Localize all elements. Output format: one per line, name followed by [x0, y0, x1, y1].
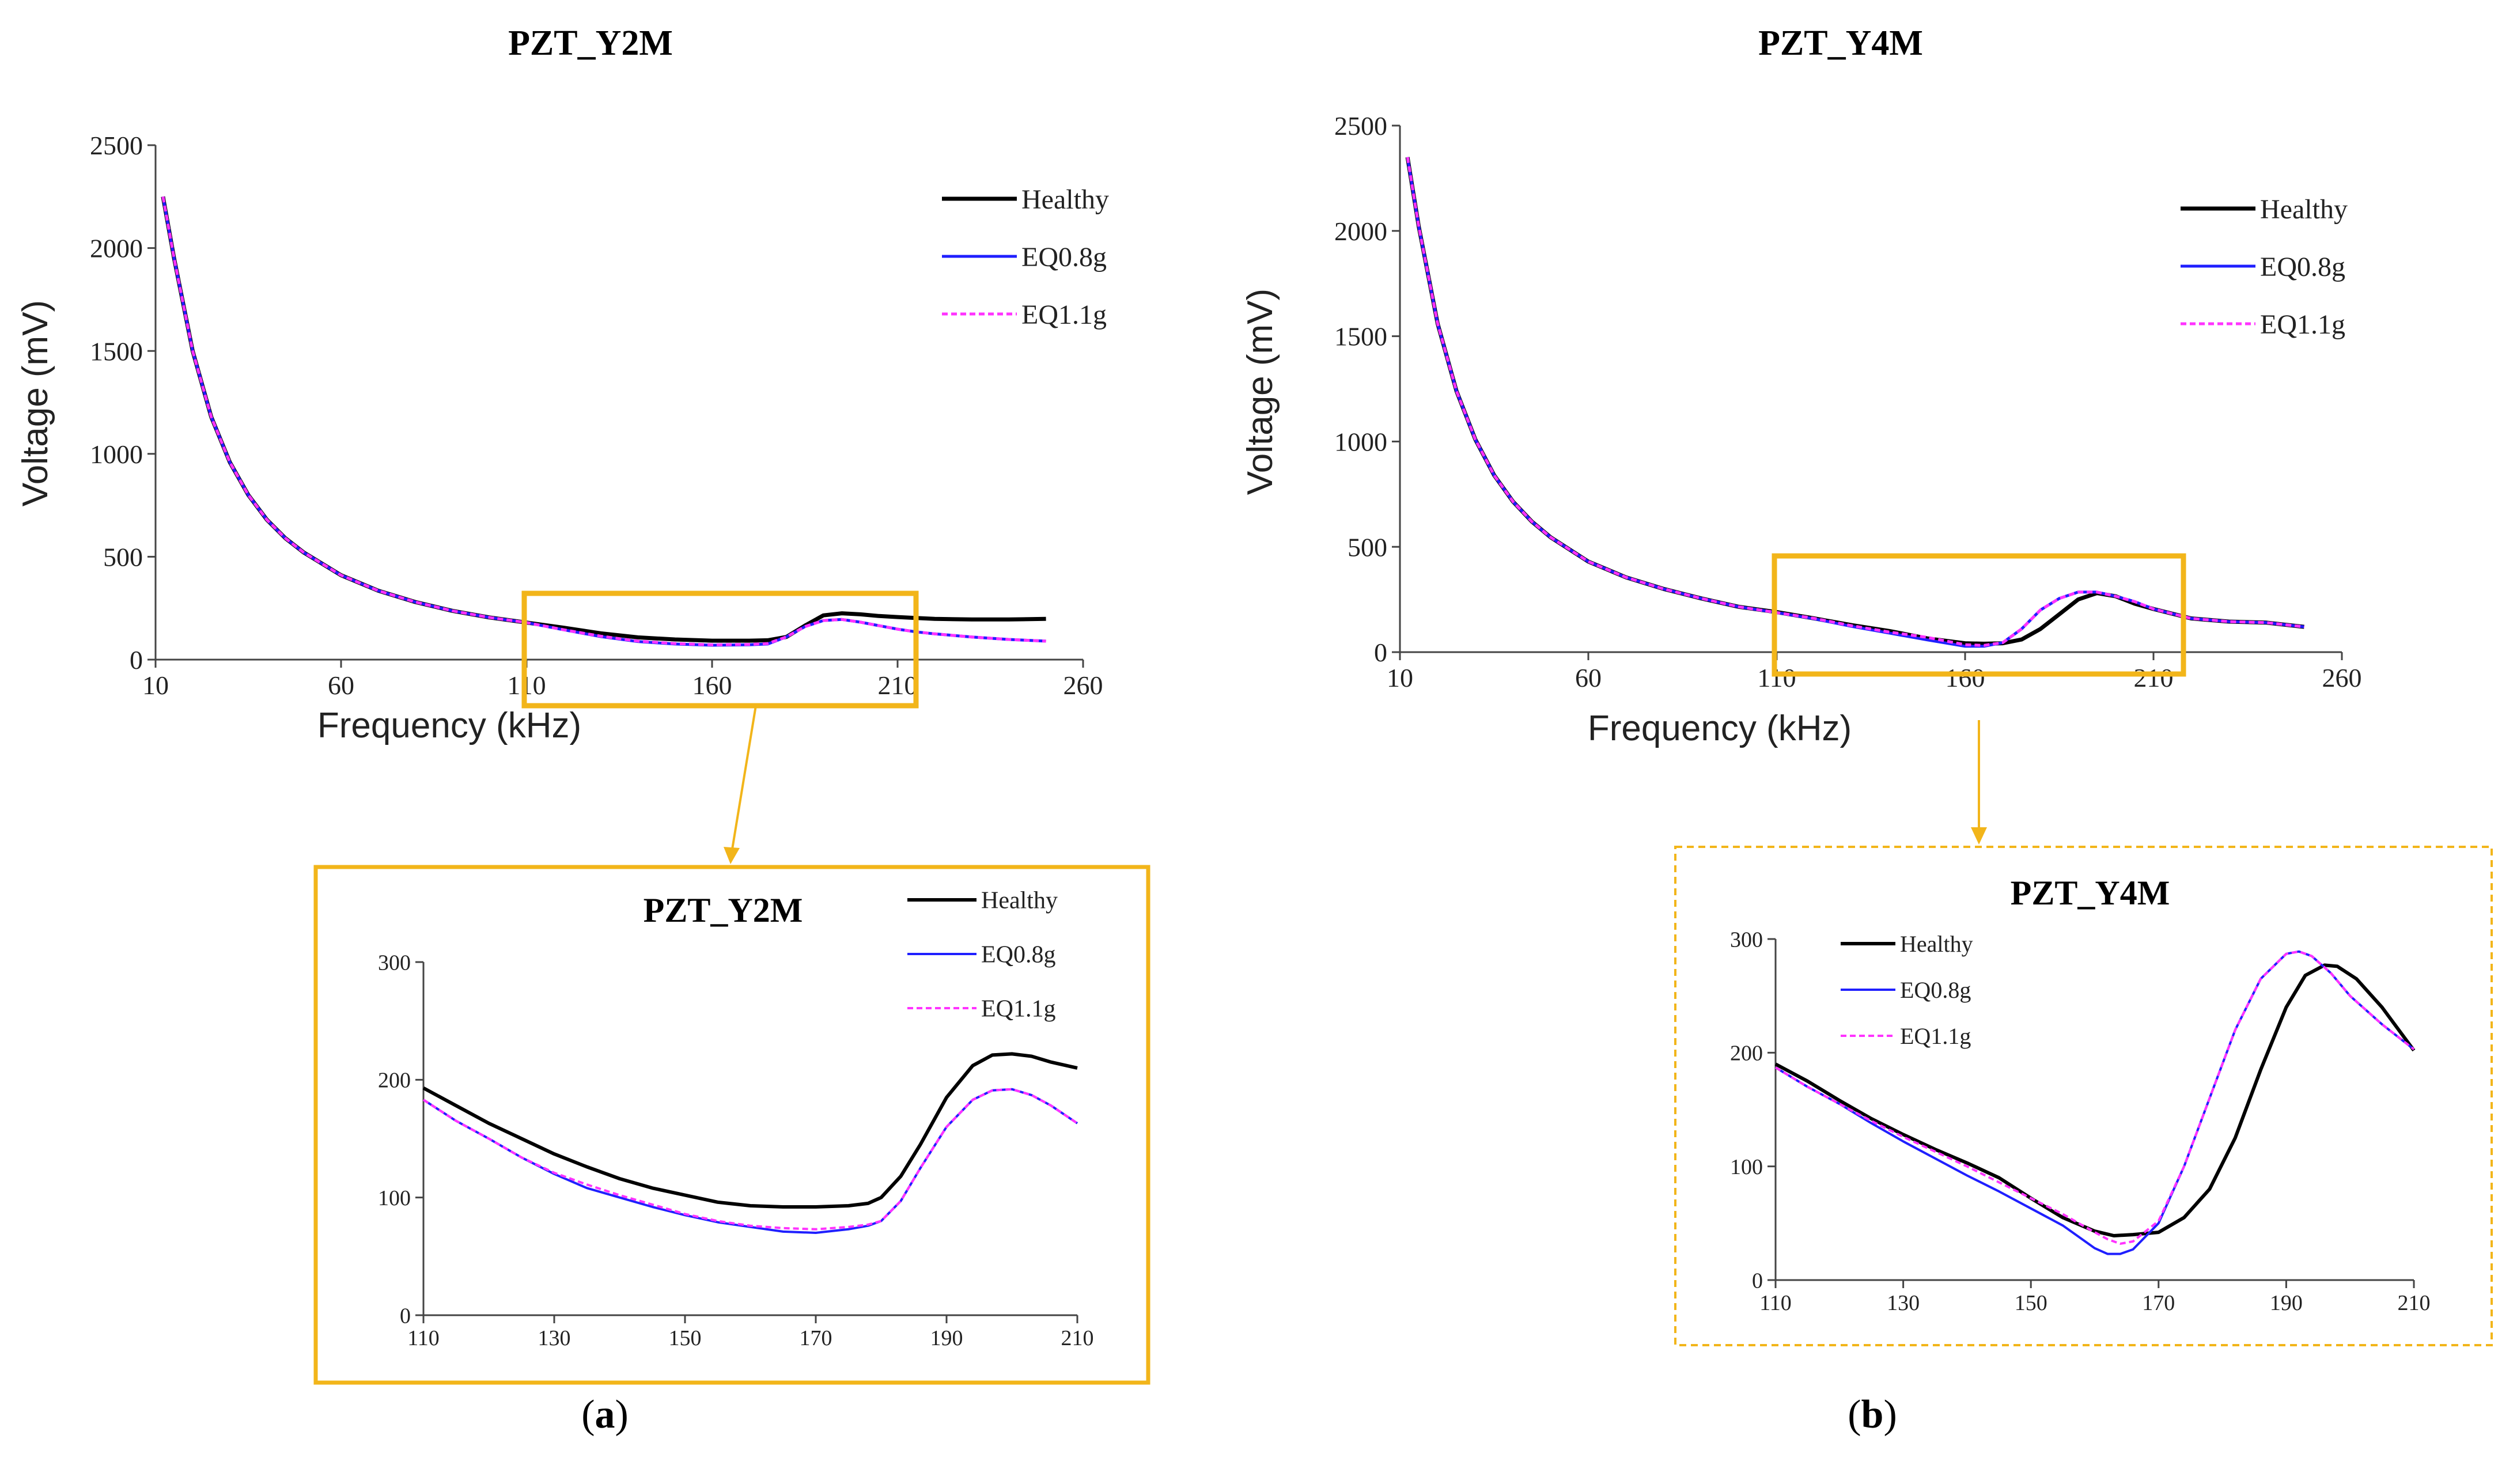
- legend-label-healthy: Healthy: [1021, 184, 1109, 215]
- y-tick-label: 0: [1752, 1269, 1763, 1293]
- y-tick-label: 500: [103, 543, 143, 572]
- legend-label-eq0-8g: EQ0.8g: [1021, 242, 1107, 272]
- series-line-eq0-8g: [161, 196, 1046, 647]
- panel-label-a: (a): [581, 1392, 629, 1437]
- series-line-healthy: [1774, 963, 2416, 1237]
- x-tick-label: 110: [407, 1326, 440, 1350]
- x-tick-label: 160: [1946, 663, 1985, 692]
- series-line-eq1-1g: [1406, 157, 2304, 647]
- legend-label-eq0-8g: EQ0.8g: [1900, 977, 1971, 1003]
- y-tick-label: 1000: [90, 440, 143, 469]
- series-line-eq1-1g: [422, 1088, 1078, 1231]
- y-tick-label: 0: [130, 645, 143, 675]
- zoom-region-box: [1772, 553, 2186, 677]
- main-chart: 10 60 110 160 210 26005001000150020002500Freq…: [1240, 111, 2362, 748]
- series-line-eq1-1g: [161, 196, 1046, 646]
- series-line-healthy: [1405, 157, 2304, 646]
- y-tick-label: 1000: [1334, 427, 1387, 457]
- x-tick-label: 160: [692, 671, 732, 700]
- x-tick-label: 130: [538, 1326, 571, 1350]
- x-tick-label: 10: [142, 671, 169, 700]
- y-tick-label: 300: [1730, 928, 1763, 952]
- x-tick-label: 130: [1887, 1291, 1920, 1315]
- y-tick-label: 2000: [1334, 217, 1387, 246]
- inset-chart-title: PZT_Y4M: [2011, 874, 2170, 912]
- inset-chart: PZT_Y4M 110 130 150 170 190 210 0 100 200 300 Healt…: [1730, 874, 2431, 1315]
- panel-b: PZT_Y4M 10 60 110 160 210 2600500100015002000…: [1240, 24, 2493, 1437]
- y-tick-label: 1500: [90, 336, 143, 366]
- legend-label-eq1-1g: EQ1.1g: [2260, 309, 2345, 340]
- inset-chart-title: PZT_Y2M: [644, 891, 803, 929]
- x-tick-label: 110: [1759, 1291, 1792, 1315]
- x-tick-label: 210: [2398, 1291, 2431, 1315]
- x-axis-label: Frequency (kHz): [1588, 709, 1852, 748]
- y-tick-label: 500: [1348, 532, 1387, 562]
- x-tick-label: 210: [2134, 663, 2174, 692]
- series-line-eq0-8g: [422, 1088, 1078, 1234]
- legend-label-healthy: Healthy: [2260, 194, 2348, 225]
- legend-label-healthy: Healthy: [1900, 931, 1973, 957]
- x-tick-label: 210: [878, 671, 918, 700]
- y-tick-label: 200: [378, 1069, 411, 1093]
- zoom-region-box: [521, 590, 919, 709]
- x-axis-label: Frequency (kHz): [317, 706, 581, 745]
- y-tick-label: 2500: [90, 131, 143, 160]
- panel-a: PZT_Y2M 10 60 110 160 210 2600500100015002000…: [16, 24, 1150, 1437]
- series-line-eq0-8g: [1406, 157, 2304, 648]
- x-tick-label: 60: [1575, 663, 1602, 692]
- series-line-eq1-1g: [1774, 950, 2415, 1245]
- legend-label-eq1-1g: EQ1.1g: [981, 996, 1056, 1023]
- x-tick-label: 60: [328, 671, 354, 700]
- legend-label-eq0-8g: EQ0.8g: [2260, 252, 2345, 282]
- inset-frame: [1674, 846, 2493, 1346]
- legend-label-eq1-1g: EQ1.1g: [1900, 1023, 1971, 1049]
- series-line-healthy: [422, 1052, 1078, 1209]
- x-tick-label: 210: [1061, 1326, 1094, 1350]
- y-tick-label: 200: [1730, 1042, 1763, 1066]
- x-tick-label: 150: [669, 1326, 702, 1350]
- y-tick-label: 2000: [90, 234, 143, 263]
- main-chart: 10 60 110 160 210 26005001000150020002500Freq…: [16, 131, 1109, 745]
- main-chart-title: PZT_Y2M: [508, 24, 673, 63]
- zoom-connector-arrow-icon: [1971, 827, 1987, 845]
- y-axis-label: Voltage (mV): [1240, 289, 1280, 495]
- y-tick-label: 1500: [1334, 322, 1387, 351]
- panel-label-b: (b): [1848, 1392, 1897, 1437]
- x-tick-label: 260: [2322, 663, 2362, 692]
- legend-label-healthy: Healthy: [981, 888, 1058, 914]
- x-tick-label: 150: [2015, 1291, 2047, 1315]
- y-tick-label: 0: [400, 1304, 411, 1328]
- y-tick-label: 0: [1374, 638, 1387, 667]
- main-chart-title: PZT_Y4M: [1758, 24, 1923, 63]
- y-axis-label: Voltage (mV): [16, 300, 55, 506]
- series-line-healthy: [161, 196, 1046, 643]
- y-tick-label: 300: [378, 951, 411, 975]
- x-tick-label: 260: [1063, 671, 1103, 700]
- legend-label-eq0-8g: EQ0.8g: [981, 942, 1056, 968]
- inset-chart: PZT_Y2M 110 130 150 170 190 210 0 100 200 300 Healt…: [378, 888, 1094, 1350]
- x-tick-label: 170: [800, 1326, 832, 1350]
- x-tick-label: 10: [1387, 663, 1413, 692]
- y-tick-label: 100: [1730, 1155, 1763, 1179]
- zoom-connector-line: [731, 705, 757, 853]
- x-tick-label: 190: [930, 1326, 963, 1350]
- y-tick-label: 2500: [1334, 111, 1387, 141]
- legend-label-eq1-1g: EQ1.1g: [1021, 300, 1107, 330]
- y-tick-label: 100: [378, 1186, 411, 1210]
- inset-frame: [313, 865, 1150, 1385]
- series-line-eq0-8g: [1774, 950, 2415, 1255]
- x-tick-label: 170: [2142, 1291, 2175, 1315]
- x-tick-label: 190: [2270, 1291, 2303, 1315]
- zoom-connector-arrow-icon: [724, 847, 740, 864]
